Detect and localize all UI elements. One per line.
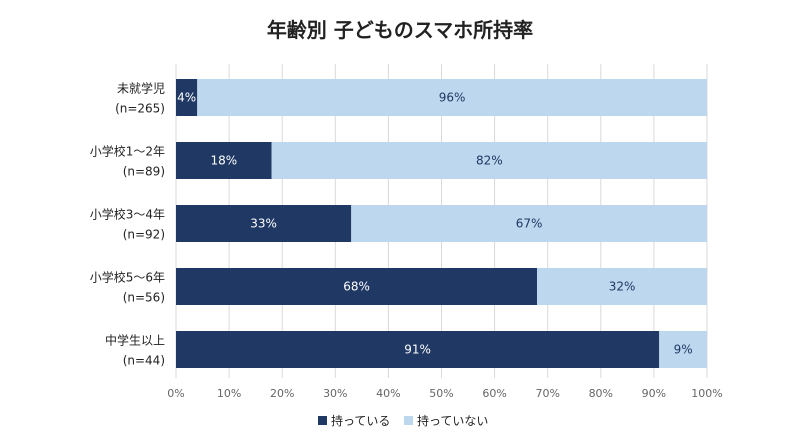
legend-swatch: [318, 416, 327, 425]
legend-swatch: [404, 416, 413, 425]
category-n-label: (n=44): [123, 354, 165, 368]
data-label: 32%: [609, 280, 636, 294]
bar-not-owned: [351, 205, 707, 242]
bar-owned: [176, 331, 660, 368]
x-tick-label: 80%: [589, 387, 613, 400]
bar-not-owned: [197, 79, 708, 116]
x-tick-label: 10%: [217, 387, 241, 400]
data-label: 91%: [404, 343, 431, 357]
data-label: 33%: [250, 217, 277, 231]
bars-group: 4% 96% 18% 82% 33% 67% 68% 32% 91% 9%: [176, 79, 708, 368]
category-label: 小学校1〜2年: [90, 144, 165, 159]
bar-owned: [176, 205, 352, 242]
data-label: 82%: [476, 154, 503, 168]
data-label: 68%: [343, 280, 370, 294]
bar-owned: [176, 268, 538, 305]
x-tick-label: 100%: [691, 387, 722, 400]
category-label: 小学校5〜6年: [90, 270, 165, 285]
category-label: 小学校3〜4年: [90, 207, 165, 222]
category-n-label: (n=56): [123, 291, 165, 305]
category-n-label: (n=92): [123, 228, 165, 242]
bar-owned: [176, 142, 272, 179]
category-label: 未就学児: [117, 81, 165, 96]
legend-label: 持っていない: [417, 413, 488, 428]
x-tick-label: 40%: [376, 387, 400, 400]
data-label: 4%: [177, 91, 196, 105]
x-tick-label: 30%: [323, 387, 347, 400]
category-n-label: (n=265): [115, 102, 165, 116]
bar-not-owned: [271, 142, 707, 179]
category-n-label: (n=89): [123, 165, 165, 179]
x-axis-ticks: 0% 10% 20% 30% 40% 50% 60% 70% 80% 90% 100%: [167, 387, 722, 400]
x-tick-label: 50%: [429, 387, 453, 400]
bar-not-owned: [537, 268, 707, 305]
legend: 持っている 持っていない: [318, 413, 488, 428]
category-labels: 未就学児 (n=265) 小学校1〜2年 (n=89) 小学校3〜4年 (n=92) 小学校…: [90, 81, 165, 368]
x-tick-label: 20%: [270, 387, 294, 400]
category-label: 中学生以上: [105, 333, 165, 348]
chart-title: 年齢別 子どものスマホ所持率: [266, 18, 534, 42]
legend-label: 持っている: [331, 413, 390, 428]
data-label: 96%: [439, 91, 466, 105]
data-label: 18%: [210, 154, 237, 168]
x-tick-label: 0%: [167, 387, 184, 400]
bar-not-owned: [659, 331, 707, 368]
x-tick-label: 60%: [482, 387, 506, 400]
x-tick-label: 70%: [535, 387, 559, 400]
data-label: 67%: [516, 217, 543, 231]
data-label: 9%: [674, 343, 693, 357]
bar-owned: [176, 79, 198, 116]
x-tick-label: 90%: [642, 387, 666, 400]
